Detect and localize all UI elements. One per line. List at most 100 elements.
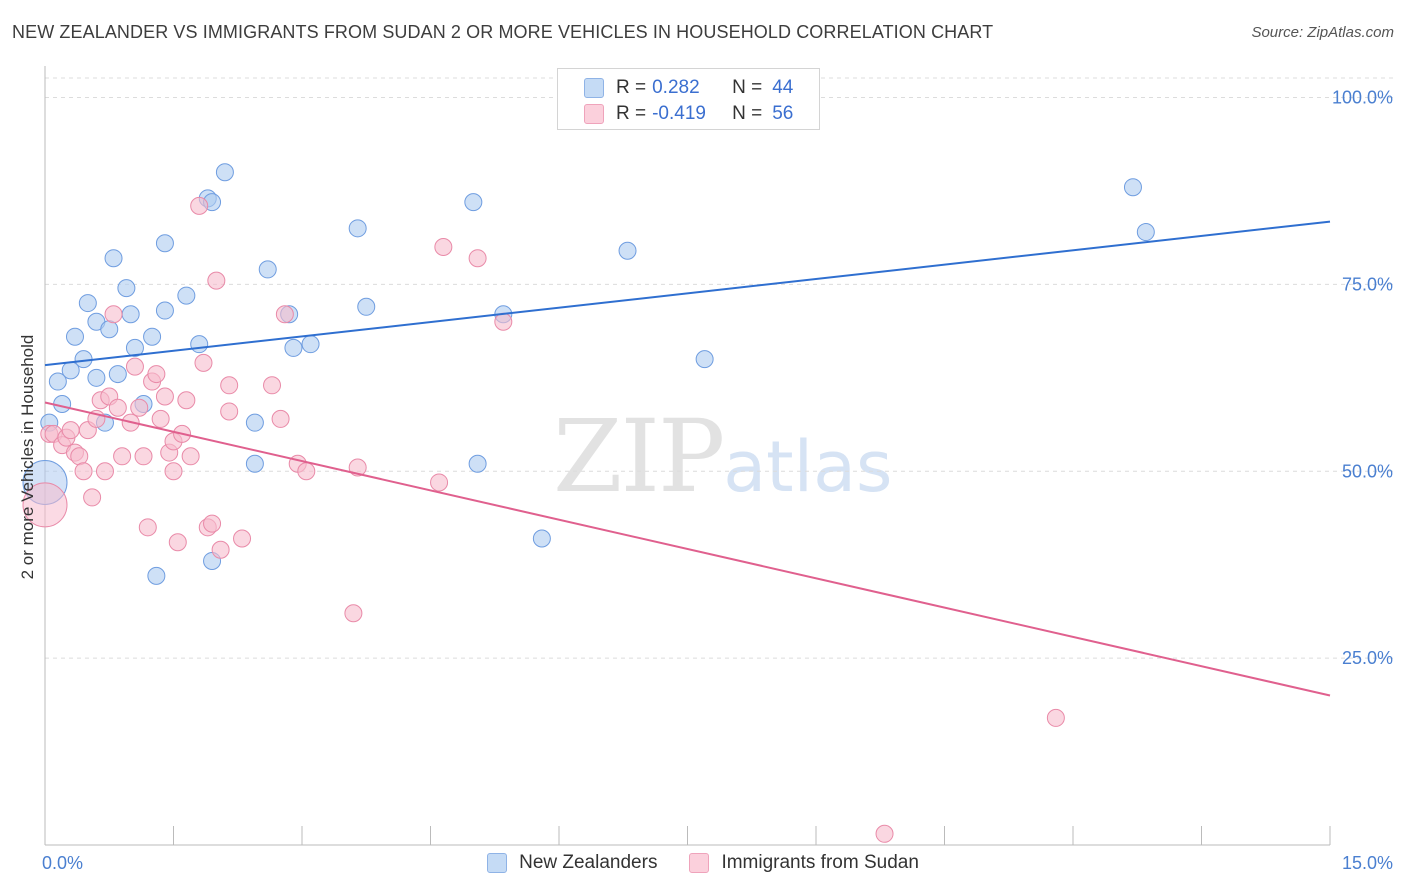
y-tick-label: 75.0% [1342, 274, 1393, 294]
data-point [164, 462, 183, 481]
legend-item-new-zealanders: New Zealanders [487, 852, 657, 874]
series-legend: New Zealanders Immigrants from Sudan [0, 852, 1406, 874]
y-tick-label: 100.0% [1332, 88, 1393, 108]
data-point [104, 305, 123, 324]
data-point [245, 454, 264, 473]
data-point [468, 249, 487, 268]
watermark: ZIPatlas [553, 398, 892, 515]
legend-n-value: 44 [772, 77, 794, 98]
tick-labels: 25.0% 50.0% 75.0% 100.0% 0.0% 15.0% [42, 88, 1393, 874]
data-point [108, 398, 127, 417]
data-point [618, 241, 637, 260]
data-point [1123, 178, 1142, 197]
data-point [203, 514, 222, 533]
data-point [108, 365, 127, 384]
y-tick-label: 25.0% [1342, 648, 1393, 668]
data-point [344, 604, 363, 623]
data-point [211, 540, 230, 559]
data-point [155, 301, 174, 320]
series-new-zealanders [22, 163, 1155, 585]
data-point [74, 350, 93, 369]
series-immigrants-from-sudan [22, 196, 1065, 843]
data-point [430, 473, 449, 492]
chart-source: Source: ZipAtlas.com [1251, 24, 1394, 41]
data-point [245, 413, 264, 432]
data-point [74, 462, 93, 481]
data-point [181, 447, 200, 466]
legend-label: New Zealanders [519, 852, 658, 873]
data-point [53, 394, 72, 413]
data-point [207, 271, 226, 290]
data-point [1046, 708, 1065, 727]
y-axis-title: 2 or more Vehicles in Household [18, 335, 37, 580]
watermark-zip: ZIP [553, 398, 725, 515]
trend-line-new-zealanders [44, 220, 1331, 367]
data-point [434, 238, 453, 256]
data-point [263, 376, 282, 395]
data-point [147, 365, 166, 384]
legend-swatch-blue [487, 853, 508, 873]
legend-r-label: R = [616, 103, 647, 124]
data-point [695, 350, 714, 369]
data-point [83, 488, 102, 507]
data-point [61, 421, 80, 440]
data-point [104, 249, 123, 268]
x-tick-label: 0.0% [42, 853, 83, 873]
legend-swatch-blue [584, 78, 604, 98]
legend-swatch-pink [584, 104, 604, 124]
data-point [494, 312, 513, 331]
legend-n-label: N = [732, 103, 763, 124]
data-point [177, 286, 196, 305]
legend-row-blue: R = 0.282 N = 44 [584, 76, 793, 100]
data-point [151, 409, 170, 428]
legend-swatch-pink [689, 853, 710, 873]
grid-lines [45, 77, 1395, 659]
data-point [70, 447, 89, 466]
legend-n-label: N = [732, 77, 763, 98]
data-point [275, 305, 294, 324]
data-point [357, 297, 376, 316]
legend-n-value: 56 [772, 103, 794, 124]
correlation-legend: R = 0.282 N = 44 R = -0.419 N = 56 [557, 68, 820, 130]
data-point [48, 372, 67, 391]
data-point [87, 368, 106, 387]
data-point [1136, 223, 1155, 242]
data-point [532, 529, 551, 548]
data-point [22, 482, 68, 528]
data-point [468, 454, 487, 473]
data-point [143, 327, 162, 346]
data-point [220, 402, 239, 421]
data-point [155, 234, 174, 253]
data-point [78, 294, 97, 313]
data-point [95, 462, 114, 481]
legend-row-pink: R = -0.419 N = 56 [584, 102, 793, 126]
data-point [875, 824, 894, 843]
data-point [147, 566, 166, 585]
x-tick-label: 15.0% [1342, 853, 1393, 873]
data-point [190, 335, 209, 354]
data-point [297, 462, 316, 481]
data-point [134, 447, 153, 466]
watermark-atlas: atlas [723, 426, 893, 508]
data-point [177, 391, 196, 410]
data-point [258, 260, 277, 279]
data-point [155, 387, 174, 406]
legend-r-label: R = [616, 77, 647, 98]
data-point [121, 305, 140, 324]
data-point [215, 163, 234, 182]
legend-label: Immigrants from Sudan [721, 852, 919, 873]
trend-line-immigrants-from-sudan [44, 401, 1331, 697]
data-point [65, 327, 84, 346]
data-point [130, 398, 149, 417]
data-point [348, 219, 367, 238]
trend-lines [44, 220, 1331, 697]
data-point [138, 518, 157, 537]
data-point [100, 320, 119, 339]
data-point [190, 196, 209, 215]
data-point [117, 279, 136, 298]
data-point [168, 533, 187, 552]
data-point [284, 338, 303, 357]
data-point [113, 447, 132, 466]
axes [44, 66, 1331, 846]
